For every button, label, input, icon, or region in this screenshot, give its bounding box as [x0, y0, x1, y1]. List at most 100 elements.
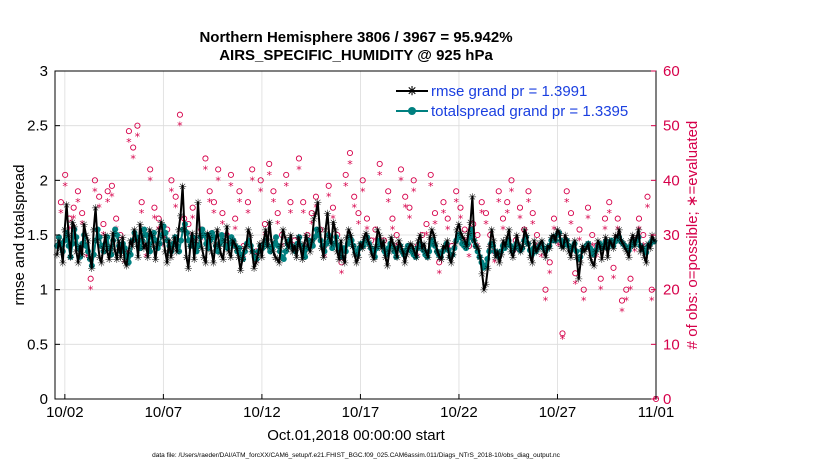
- obs-evaluated-point: *: [436, 267, 442, 280]
- rmse-point: ✳: [306, 247, 314, 258]
- rmse-point: ✳: [314, 198, 322, 209]
- rmse-point: ✳: [178, 182, 186, 193]
- obs-possible-point: [267, 161, 272, 166]
- rmse-point: ✳: [466, 218, 474, 229]
- y-right-tick-label: 60: [663, 63, 680, 80]
- obs-evaluated-point: *: [88, 284, 94, 297]
- y-right-tick-label: 40: [663, 172, 680, 189]
- rmse-point: ✳: [319, 253, 327, 264]
- rmse-point: ✳: [70, 222, 78, 233]
- obs-evaluated-point: *: [249, 174, 255, 187]
- obs-possible-point: [551, 216, 556, 221]
- obs-possible-point: [275, 211, 280, 216]
- obs-possible-point: [301, 200, 306, 205]
- x-axis: 10/02 10/07 10/12 10/17 10/22 10/27 11/01: [46, 394, 674, 421]
- obs-possible-point: [203, 156, 208, 161]
- obs-possible-point: [526, 189, 531, 194]
- rmse-point: ✳: [194, 198, 202, 209]
- obs-evaluated-point: *: [190, 213, 196, 226]
- obs-possible-point: [615, 216, 620, 221]
- obs-evaluated-point: *: [560, 333, 566, 346]
- rmse-point: ✳: [173, 247, 181, 258]
- rmse-point: ✳: [62, 200, 70, 211]
- obs-possible-point: [245, 200, 250, 205]
- obs-evaluated-point: *: [568, 218, 574, 231]
- obs-possible-point: [177, 112, 182, 117]
- obs-possible-point: [343, 172, 348, 177]
- obs-possible-point: [505, 200, 510, 205]
- obs-possible-point: [598, 276, 603, 281]
- obs-evaluated-point: *: [606, 207, 612, 220]
- obs-possible-point: [296, 156, 301, 161]
- x-tick-label: 11/01: [638, 404, 674, 421]
- obs-possible-point: [441, 200, 446, 205]
- legend-spread-label: totalspread grand pr = 1.3395: [431, 103, 628, 120]
- obs-possible-point: [496, 189, 501, 194]
- rmse-point: ✳: [57, 244, 65, 255]
- obs-evaluated-point: *: [62, 180, 68, 193]
- obs-possible-point: [250, 167, 255, 172]
- obs-possible-point: [364, 216, 369, 221]
- obs-possible-point: [403, 194, 408, 199]
- rmse-point: ✳: [213, 226, 221, 237]
- rmse-point: ✳: [615, 226, 623, 237]
- obs-possible-point: [607, 200, 612, 205]
- rmse-point: ✳: [482, 280, 490, 291]
- chart-title-line-1: Northern Hemisphere 3806 / 3967 = 95.942…: [199, 29, 512, 46]
- obs-possible-point: [326, 183, 331, 188]
- y-left-tick-label: 3: [40, 63, 48, 80]
- obs-evaluated-point: *: [126, 136, 132, 149]
- obs-evaluated-point: *: [611, 273, 617, 286]
- obs-evaluated-point: *: [453, 196, 459, 209]
- rmse-point: ✳: [89, 226, 97, 237]
- obs-evaluated-point: *: [543, 295, 549, 308]
- obs-possible-point: [352, 194, 357, 199]
- obs-possible-point: [237, 189, 242, 194]
- rmse-point: ✳: [576, 258, 584, 269]
- obs-evaluated-point: *: [245, 207, 251, 220]
- legend-rmse-marker: ✳: [407, 84, 417, 98]
- obs-evaluated-point: *: [504, 207, 510, 220]
- obs-possible-point: [377, 161, 382, 166]
- obs-evaluated-point: *: [411, 185, 417, 198]
- obs-possible-point: [386, 189, 391, 194]
- y-right-tick-label: 50: [663, 118, 680, 135]
- obs-evaluated-point: *: [356, 218, 362, 231]
- obs-possible-point: [80, 211, 85, 216]
- chart-figure: Northern Hemisphere 3806 / 3967 = 95.942…: [0, 0, 830, 470]
- rmse-point: ✳: [157, 218, 165, 229]
- obs-evaluated-point: *: [385, 196, 391, 209]
- rmse-point: ✳: [86, 253, 94, 264]
- obs-evaluated-point: *: [109, 191, 115, 204]
- obs-possible-point: [152, 205, 157, 210]
- rmse-point: ✳: [650, 236, 658, 247]
- rmse-point: ✳: [122, 262, 130, 273]
- x-tick-label: 10/02: [46, 404, 84, 421]
- rmse-point: ✳: [634, 226, 642, 237]
- obs-possible-point: [126, 129, 131, 134]
- rmse-point: ✳: [223, 222, 231, 233]
- rmse-point: ✳: [176, 211, 184, 222]
- obs-evaluated-point: *: [564, 196, 570, 209]
- obs-evaluated-point: *: [407, 213, 413, 226]
- rmse-point: ✳: [528, 258, 536, 269]
- obs-possible-point: [611, 265, 616, 270]
- obs-evaluated-point: *: [232, 224, 238, 237]
- obs-evaluated-point: *: [645, 202, 651, 215]
- obs-evaluated-point: *: [203, 163, 209, 176]
- obs-evaluated-point: *: [628, 284, 634, 297]
- obs-evaluated-point: *: [496, 196, 502, 209]
- x-tick-label: 10/17: [342, 404, 380, 421]
- y-right-tick-label: 10: [663, 336, 680, 353]
- rmse-point: ✳: [449, 251, 457, 262]
- obs-possible-point: [454, 189, 459, 194]
- rmse-point: ✳: [246, 231, 254, 242]
- obs-evaluated-point: *: [139, 207, 145, 220]
- obs-evaluated-point: *: [135, 131, 141, 144]
- obs-possible-point: [530, 211, 535, 216]
- obs-possible-point: [398, 167, 403, 172]
- obs-evaluated-point: *: [169, 185, 175, 198]
- obs-evaluated-point: *: [326, 191, 332, 204]
- obs-evaluated-point: *: [215, 174, 221, 187]
- chart-title-line-2: AIRS_SPECIFIC_HUMIDITY @ 925 hPa: [219, 47, 493, 64]
